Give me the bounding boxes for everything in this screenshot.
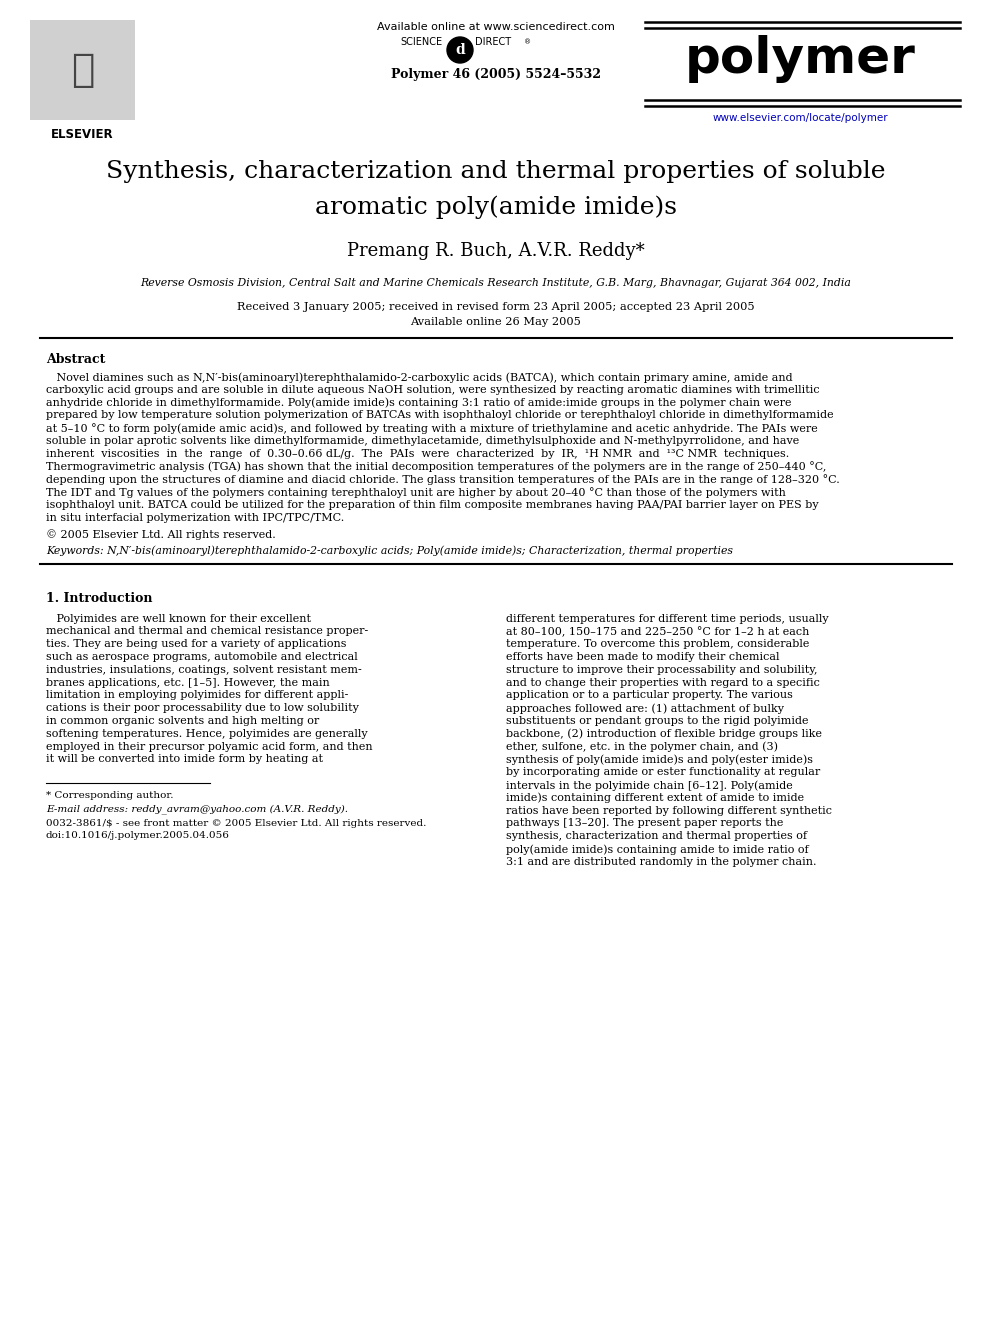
Text: 3:1 and are distributed randomly in the polymer chain.: 3:1 and are distributed randomly in the … [506, 857, 816, 867]
Text: 0032-3861/$ - see front matter © 2005 Elsevier Ltd. All rights reserved.: 0032-3861/$ - see front matter © 2005 El… [46, 819, 427, 828]
Text: synthesis, characterization and thermal properties of: synthesis, characterization and thermal … [506, 831, 807, 841]
Text: application or to a particular property. The various: application or to a particular property.… [506, 691, 793, 700]
Text: structure to improve their processability and solubility,: structure to improve their processabilit… [506, 664, 817, 675]
Text: Polymer 46 (2005) 5524–5532: Polymer 46 (2005) 5524–5532 [391, 67, 601, 81]
Text: Available online at www.sciencedirect.com: Available online at www.sciencedirect.co… [377, 22, 615, 32]
Text: Abstract: Abstract [46, 353, 105, 366]
Text: temperature. To overcome this problem, considerable: temperature. To overcome this problem, c… [506, 639, 809, 650]
Text: branes applications, etc. [1–5]. However, the main: branes applications, etc. [1–5]. However… [46, 677, 329, 688]
Text: Thermogravimetric analysis (TGA) has shown that the initial decomposition temper: Thermogravimetric analysis (TGA) has sho… [46, 462, 826, 472]
Text: inherent  viscosities  in  the  range  of  0.30–0.66 dL/g.  The  PAIs  were  cha: inherent viscosities in the range of 0.3… [46, 448, 790, 459]
Text: doi:10.1016/j.polymer.2005.04.056: doi:10.1016/j.polymer.2005.04.056 [46, 831, 230, 840]
Text: ties. They are being used for a variety of applications: ties. They are being used for a variety … [46, 639, 346, 650]
Text: different temperatures for different time periods, usually: different temperatures for different tim… [506, 614, 828, 623]
Text: imide)s containing different extent of amide to imide: imide)s containing different extent of a… [506, 792, 805, 803]
Text: * Corresponding author.: * Corresponding author. [46, 791, 174, 800]
Text: isophthaloyl unit. BATCA could be utilized for the preparation of thin film comp: isophthaloyl unit. BATCA could be utiliz… [46, 500, 818, 509]
Text: synthesis of poly(amide imide)s and poly(ester imide)s: synthesis of poly(amide imide)s and poly… [506, 754, 813, 765]
Text: Available online 26 May 2005: Available online 26 May 2005 [411, 318, 581, 327]
Text: by incorporating amide or ester functionality at regular: by incorporating amide or ester function… [506, 767, 820, 777]
Text: ELSEVIER: ELSEVIER [52, 128, 114, 142]
Text: www.elsevier.com/locate/polymer: www.elsevier.com/locate/polymer [712, 112, 888, 123]
Text: Received 3 January 2005; received in revised form 23 April 2005; accepted 23 Apr: Received 3 January 2005; received in rev… [237, 302, 755, 312]
Text: softening temperatures. Hence, polyimides are generally: softening temperatures. Hence, polyimide… [46, 729, 368, 738]
Text: pathways [13–20]. The present paper reports the: pathways [13–20]. The present paper repo… [506, 819, 784, 828]
Text: in common organic solvents and high melting or: in common organic solvents and high melt… [46, 716, 319, 726]
Text: at 5–10 °C to form poly(amide amic acid)s, and followed by treating with a mixtu: at 5–10 °C to form poly(amide amic acid)… [46, 423, 817, 434]
Text: substituents or pendant groups to the rigid polyimide: substituents or pendant groups to the ri… [506, 716, 808, 726]
Text: soluble in polar aprotic solvents like dimethylformamide, dimethylacetamide, dim: soluble in polar aprotic solvents like d… [46, 437, 800, 446]
Text: depending upon the structures of diamine and diacid chloride. The glass transiti: depending upon the structures of diamine… [46, 475, 840, 486]
Text: it will be converted into imide form by heating at: it will be converted into imide form by … [46, 754, 323, 765]
Text: aromatic poly(amide imide)s: aromatic poly(amide imide)s [315, 194, 677, 218]
Text: Polyimides are well known for their excellent: Polyimides are well known for their exce… [46, 614, 311, 623]
Text: d: d [455, 44, 465, 57]
Text: Premang R. Buch, A.V.R. Reddy*: Premang R. Buch, A.V.R. Reddy* [347, 242, 645, 261]
Text: such as aerospace programs, automobile and electrical: such as aerospace programs, automobile a… [46, 652, 358, 662]
Text: backbone, (2) introduction of flexible bridge groups like: backbone, (2) introduction of flexible b… [506, 729, 822, 740]
Text: intervals in the polyimide chain [6–12]. Poly(amide: intervals in the polyimide chain [6–12].… [506, 781, 793, 791]
Text: industries, insulations, coatings, solvent resistant mem-: industries, insulations, coatings, solve… [46, 664, 362, 675]
Text: ®: ® [524, 38, 531, 45]
Text: E-mail address: reddy_avram@yahoo.com (A.V.R. Reddy).: E-mail address: reddy_avram@yahoo.com (A… [46, 804, 348, 814]
Text: at 80–100, 150–175 and 225–250 °C for 1–2 h at each: at 80–100, 150–175 and 225–250 °C for 1–… [506, 626, 809, 638]
Bar [30, 20, 135, 120]
Text: polymer: polymer [684, 34, 916, 83]
Text: and to change their properties with regard to a specific: and to change their properties with rega… [506, 677, 819, 688]
Text: mechanical and thermal and chemical resistance proper-: mechanical and thermal and chemical resi… [46, 626, 368, 636]
Text: SCIENCE: SCIENCE [400, 37, 442, 48]
Text: poly(amide imide)s containing amide to imide ratio of: poly(amide imide)s containing amide to i… [506, 844, 808, 855]
Circle shape [447, 37, 473, 64]
Text: approaches followed are: (1) attachment of bulky: approaches followed are: (1) attachment … [506, 704, 784, 714]
Text: The IDT and Tg values of the polymers containing terephthaloyl unit are higher b: The IDT and Tg values of the polymers co… [46, 487, 786, 497]
Text: © 2005 Elsevier Ltd. All rights reserved.: © 2005 Elsevier Ltd. All rights reserved… [46, 529, 276, 540]
Text: limitation in employing polyimides for different appli-: limitation in employing polyimides for d… [46, 691, 348, 700]
Text: Synthesis, characterization and thermal properties of soluble: Synthesis, characterization and thermal … [106, 160, 886, 183]
Text: ratios have been reported by following different synthetic: ratios have been reported by following d… [506, 806, 832, 815]
Text: in situ interfacial polymerization with IPC/TPC/TMC.: in situ interfacial polymerization with … [46, 513, 344, 523]
Text: carboxylic acid groups and are soluble in dilute aqueous NaOH solution, were syn: carboxylic acid groups and are soluble i… [46, 385, 819, 394]
Text: efforts have been made to modify their chemical: efforts have been made to modify their c… [506, 652, 780, 662]
Text: ether, sulfone, etc. in the polymer chain, and (3): ether, sulfone, etc. in the polymer chai… [506, 742, 778, 753]
Text: 1. Introduction: 1. Introduction [46, 591, 153, 605]
Text: cations is their poor processability due to low solubility: cations is their poor processability due… [46, 704, 359, 713]
Text: Keywords: N,N′-bis(aminoaryl)terephthalamido-2-carboxylic acids; Poly(amide imid: Keywords: N,N′-bis(aminoaryl)terephthala… [46, 545, 733, 556]
Text: employed in their precursor polyamic acid form, and then: employed in their precursor polyamic aci… [46, 742, 373, 751]
Text: anhydride chloride in dimethylformamide. Poly(amide imide)s containing 3:1 ratio: anhydride chloride in dimethylformamide.… [46, 398, 792, 409]
Text: DIRECT: DIRECT [475, 37, 511, 48]
Text: Novel diamines such as N,N′-bis(aminoaryl)terephthalamido-2-carboxylic acids (BA: Novel diamines such as N,N′-bis(aminoary… [46, 372, 793, 382]
Text: Reverse Osmosis Division, Central Salt and Marine Chemicals Research Institute, : Reverse Osmosis Division, Central Salt a… [141, 278, 851, 288]
Text: 🌲: 🌲 [70, 52, 94, 89]
Text: prepared by low temperature solution polymerization of BATCAs with isophthaloyl : prepared by low temperature solution pol… [46, 410, 833, 421]
